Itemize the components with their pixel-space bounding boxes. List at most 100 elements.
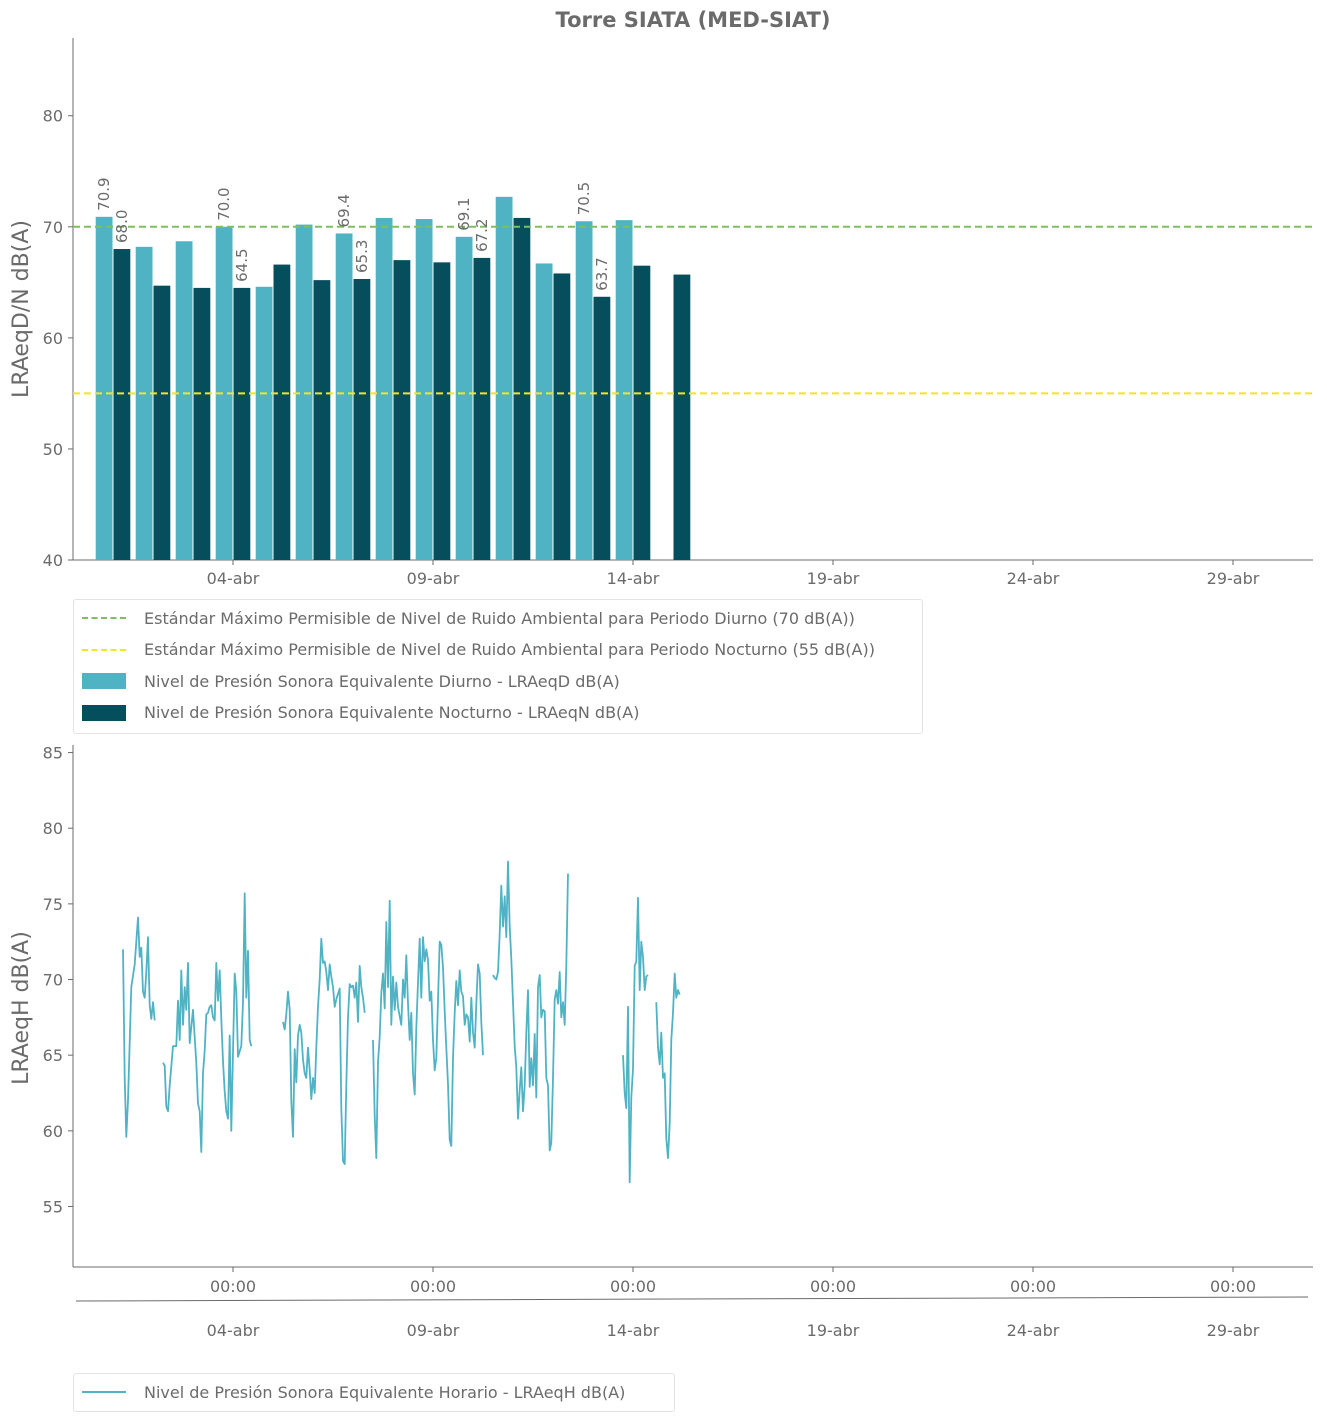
legend-entry: Nivel de Presión Sonora Equivalente Noct… xyxy=(82,701,639,725)
secondary-x-tick-label: 14-abr xyxy=(607,1321,660,1340)
chart-title: Torre SIATA (MED-SIAT) xyxy=(556,8,831,32)
y-tick-label: 60 xyxy=(43,1122,63,1141)
bar-day xyxy=(535,263,553,560)
legend-label: Nivel de Presión Sonora Equivalente Diur… xyxy=(144,671,620,691)
bar-chart-legend: Estándar Máximo Permisible de Nivel de R… xyxy=(73,599,923,734)
x-tick-label: 19-abr xyxy=(807,569,860,588)
bar-value-label: 70.5 xyxy=(575,182,593,215)
y-tick-label: 50 xyxy=(43,440,63,459)
bar-day xyxy=(215,226,233,560)
legend-swatch xyxy=(82,1384,126,1400)
legend-entry: Estándar Máximo Permisible de Nivel de R… xyxy=(82,606,855,630)
bar-night xyxy=(593,296,611,560)
y-axis-label: LRAeqD/N dB(A) xyxy=(9,220,34,398)
bar-day xyxy=(575,221,593,561)
bar-value-label: 69.1 xyxy=(455,197,473,230)
x-tick-label: 00:00 xyxy=(1210,1277,1256,1296)
x-tick-label: 00:00 xyxy=(810,1277,856,1296)
series-line-hourly xyxy=(282,937,366,1165)
bar-night xyxy=(113,249,131,560)
secondary-x-tick-label: 24-abr xyxy=(1007,1321,1060,1340)
secondary-x-tick-label: 09-abr xyxy=(407,1321,460,1340)
series-line-hourly xyxy=(492,860,569,1152)
x-tick-label: 00:00 xyxy=(1010,1277,1056,1296)
bar-night xyxy=(513,217,531,560)
bar-night xyxy=(153,285,171,560)
series-line-hourly xyxy=(372,899,484,1159)
bar-day xyxy=(455,236,473,560)
bar-value-label: 69.4 xyxy=(335,194,353,227)
bar-night xyxy=(673,274,691,560)
y-tick-label: 70 xyxy=(43,971,63,990)
legend-swatch xyxy=(82,704,126,721)
legend-swatch xyxy=(82,673,126,689)
legend-label: Estándar Máximo Permisible de Nivel de R… xyxy=(144,608,855,628)
bar-night xyxy=(193,287,211,560)
bar-day xyxy=(615,220,633,560)
line-chart-legend: Nivel de Presión Sonora Equivalente Hora… xyxy=(73,1373,675,1412)
legend-label: Nivel de Presión Sonora Equivalente Noct… xyxy=(144,703,640,722)
x-tick-label: 00:00 xyxy=(410,1277,456,1296)
bar-night xyxy=(393,260,411,560)
bar-day xyxy=(95,216,113,561)
x-tick-label: 29-abr xyxy=(1207,569,1260,588)
bar-day xyxy=(335,233,353,560)
series-line-hourly xyxy=(122,916,156,1138)
bar-day xyxy=(375,217,393,560)
y-tick-label: 55 xyxy=(43,1197,63,1216)
bar-day xyxy=(495,196,513,560)
bar-day xyxy=(175,241,193,560)
y-tick-label: 40 xyxy=(43,551,63,570)
bar-night xyxy=(353,279,371,560)
legend-label: Estándar Máximo Permisible de Nivel de R… xyxy=(144,640,875,659)
y-tick-label: 70 xyxy=(43,218,63,237)
legend-swatch xyxy=(82,642,126,658)
bar-night xyxy=(233,287,251,560)
series-line-hourly xyxy=(655,972,681,1159)
y-tick-label: 60 xyxy=(43,329,63,348)
bar-day xyxy=(295,224,313,561)
bar-night xyxy=(633,265,651,560)
legend-entry: Nivel de Presión Sonora Equivalente Hora… xyxy=(82,1380,625,1404)
daily-bar-chart: 40 50 60 70 80 04-abr 09-abr 14-abr 19-abr 24-abr… xyxy=(9,38,1313,588)
x-tick-label: 00:00 xyxy=(610,1277,656,1296)
secondary-x-tick-label: 04-abr xyxy=(207,1321,260,1340)
x-tick-label: 00:00 xyxy=(210,1277,256,1296)
y-tick-label: 85 xyxy=(43,744,63,763)
bar-day xyxy=(255,286,273,560)
bar-night xyxy=(473,257,491,560)
bar-night xyxy=(553,273,571,560)
bar-day xyxy=(415,219,433,560)
y-tick-label: 65 xyxy=(43,1046,63,1065)
x-tick-label: 04-abr xyxy=(207,569,260,588)
bar-value-label: 64.5 xyxy=(233,248,251,281)
legend-entry: Nivel de Presión Sonora Equivalente Diur… xyxy=(82,669,620,693)
bar-night xyxy=(433,262,451,560)
y-tick-label: 80 xyxy=(43,819,63,838)
bar-night xyxy=(273,264,291,560)
bar-day xyxy=(135,246,153,561)
y-axis-label: LRAeqH dB(A) xyxy=(9,931,34,1085)
y-tick-label: 75 xyxy=(43,895,63,914)
x-tick-label: 09-abr xyxy=(407,569,460,588)
bar-value-label: 63.7 xyxy=(593,257,611,290)
legend-label: Nivel de Presión Sonora Equivalente Hora… xyxy=(144,1382,626,1402)
x-tick-label: 14-abr xyxy=(607,569,660,588)
bar-value-label: 70.0 xyxy=(215,187,233,220)
legend-entry: Estándar Máximo Permisible de Nivel de R… xyxy=(82,638,875,662)
x-tick-label: 24-abr xyxy=(1007,569,1060,588)
hourly-line-chart: 55 60 65 70 75 80 85 00:00 00:00 00:00 00:00 00:00 0… xyxy=(9,744,1313,1340)
bar-value-label: 70.9 xyxy=(95,177,113,210)
bar-night xyxy=(313,280,331,560)
secondary-x-axis-line xyxy=(75,1296,1309,1302)
legend-swatch xyxy=(82,610,126,626)
y-tick-label: 80 xyxy=(43,107,63,126)
bar-value-label: 65.3 xyxy=(353,240,371,273)
secondary-x-tick-label: 19-abr xyxy=(807,1321,860,1340)
secondary-x-tick-label: 29-abr xyxy=(1207,1321,1260,1340)
bar-value-label: 67.2 xyxy=(473,219,491,252)
series-line-hourly xyxy=(622,896,649,1184)
series-line-hourly xyxy=(162,892,253,1153)
